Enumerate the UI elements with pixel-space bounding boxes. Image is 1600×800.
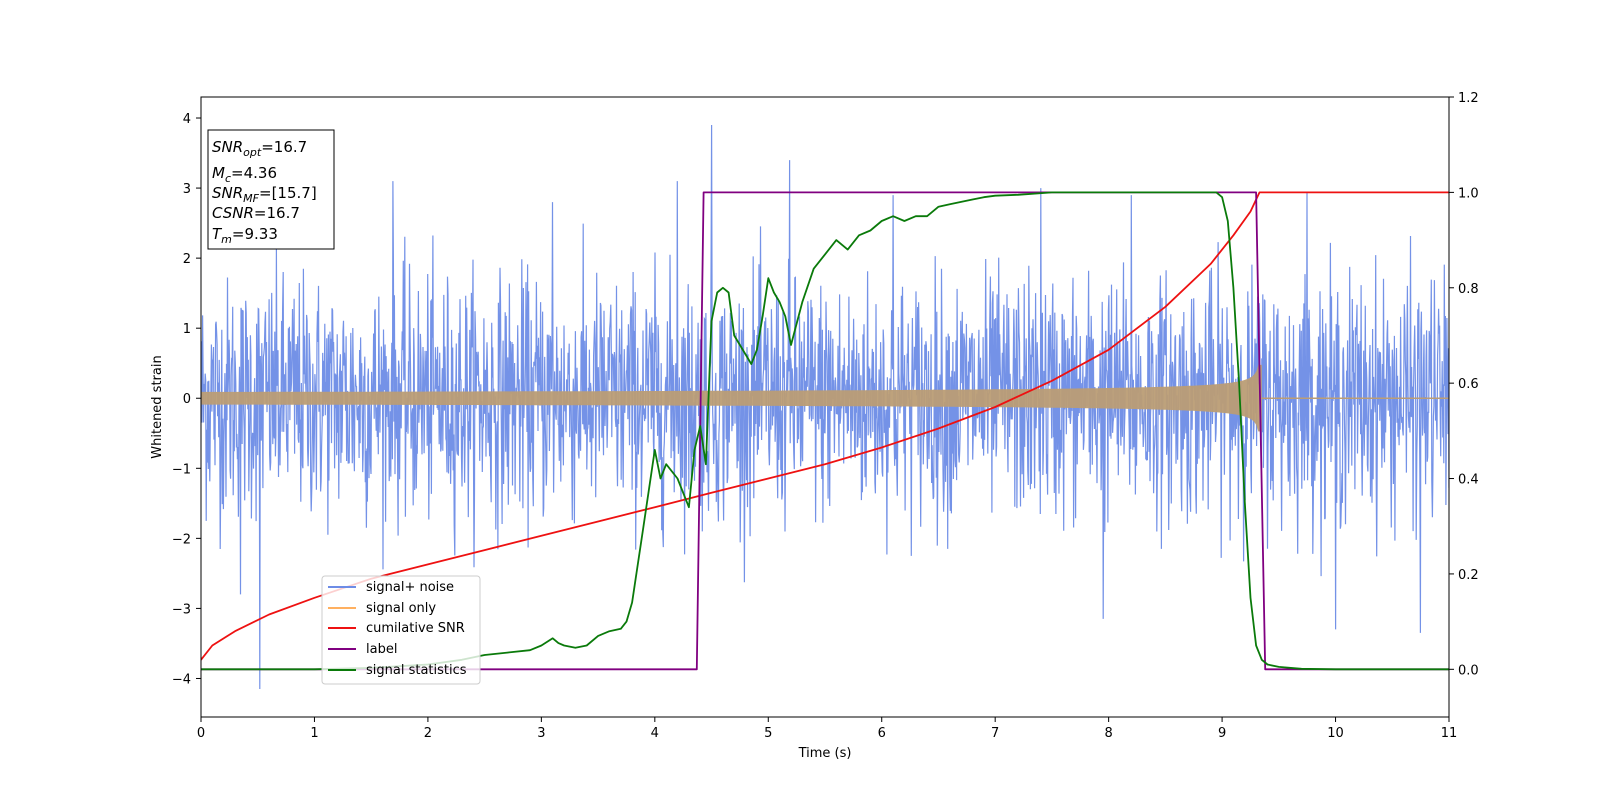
y2-tick-label: 1.0: [1458, 186, 1479, 201]
y-axis-right: 0.0 0.2 0.4 0.6 0.8 1.0 1.2: [1449, 91, 1479, 678]
x-tick-label: 7: [991, 726, 999, 741]
cumulative-snr-line: [201, 191, 1449, 661]
label-line: [201, 191, 1449, 671]
signal-statistics-series: [201, 191, 1449, 671]
x-tick-label: 4: [651, 726, 659, 741]
legend-label-signal-statistics: signal statistics: [366, 663, 467, 678]
legend-label-signal-noise: signal+ noise: [366, 580, 454, 595]
legend: signal+ noise signal only cumilative SNR…: [321, 575, 481, 685]
info-snr-opt-value: 16.7: [274, 138, 307, 156]
info-tm-value: 9.33: [244, 225, 277, 243]
y2-tick-label: 1.2: [1458, 91, 1479, 106]
signal-statistics-line: [201, 191, 1449, 671]
info-snr-mf: SNRMF=[15.7]: [212, 184, 317, 205]
info-mc-value: 4.36: [244, 164, 277, 182]
info-tm: Tm=9.33: [212, 225, 278, 246]
x-tick-label: 0: [197, 726, 205, 741]
y-tick-label: 2: [183, 252, 191, 267]
y2-tick-label: 0.0: [1458, 663, 1479, 678]
info-snr-mf-value: [15.7]: [272, 184, 317, 202]
y2-tick-label: 0.4: [1458, 473, 1479, 488]
legend-label-cumulative-snr: cumilative SNR: [366, 621, 465, 636]
legend-frame: [321, 575, 481, 685]
info-annotation-box: SNRopt=16.7 Mc=4.36 SNRMF=[15.7] CSNR=16…: [207, 129, 335, 250]
label-series: [201, 191, 1449, 671]
y-tick-label: −1: [172, 462, 191, 477]
y-axis-label: Whitened strain: [150, 355, 165, 458]
signal-only-band: [201, 364, 1262, 432]
y-tick-label: 4: [183, 112, 191, 127]
x-tick-label: 10: [1327, 726, 1344, 741]
x-tick-label: 6: [878, 726, 886, 741]
y-tick-label: −4: [172, 672, 191, 687]
x-tick-label: 1: [310, 726, 318, 741]
info-csnr: CSNR=16.7: [212, 204, 300, 222]
info-csnr-value: 16.7: [267, 204, 300, 222]
legend-label-label: label: [366, 642, 397, 657]
info-snr-opt: SNRopt=16.7: [212, 138, 307, 159]
legend-label-signal-only: signal only: [366, 601, 436, 616]
info-mc: Mc=4.36: [212, 164, 277, 185]
y-tick-label: 1: [183, 322, 191, 337]
signal-only-series: [201, 364, 1449, 432]
y-tick-label: 0: [183, 392, 191, 407]
y-tick-label: −3: [172, 602, 191, 617]
x-axis: 0 1 2 3 4 5 6 7 8 9 10 11: [197, 717, 1457, 741]
y2-tick-label: 0.6: [1458, 377, 1479, 392]
y-tick-label: −2: [172, 532, 191, 547]
x-tick-label: 3: [537, 726, 545, 741]
y-tick-label: 3: [183, 182, 191, 197]
x-tick-label: 11: [1441, 726, 1458, 741]
x-tick-label: 5: [764, 726, 772, 741]
x-tick-label: 8: [1104, 726, 1112, 741]
x-tick-label: 9: [1218, 726, 1226, 741]
x-tick-label: 2: [424, 726, 432, 741]
y2-tick-label: 0.8: [1458, 282, 1479, 297]
cumulative-snr-series: [201, 191, 1449, 661]
x-axis-label: Time (s): [798, 746, 852, 761]
y2-tick-label: 0.2: [1458, 568, 1479, 583]
y-axis-left: −4 −3 −2 −1 0 1 2 3 4: [172, 112, 201, 687]
info-box-frame: [207, 129, 335, 250]
plot-frame: [200, 96, 1450, 718]
